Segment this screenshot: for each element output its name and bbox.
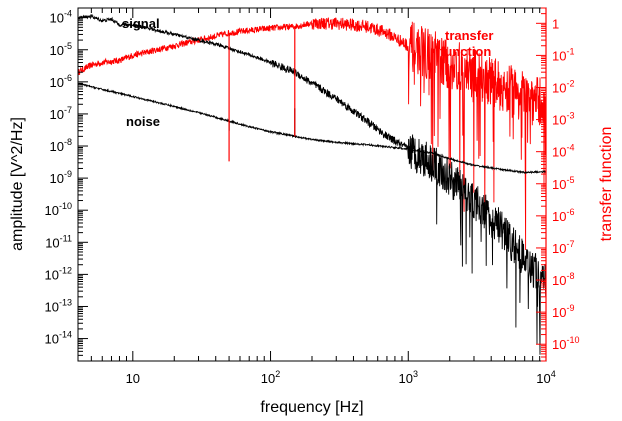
tick-label-base: 10 bbox=[552, 241, 566, 256]
y2-tick-label: 10-3 bbox=[552, 111, 574, 128]
y-tick-label: 10-12 bbox=[45, 265, 72, 282]
tick-label-exp: -4 bbox=[64, 9, 72, 19]
tick-label-base: 10 bbox=[552, 48, 566, 63]
tick-label-base: 10 bbox=[50, 75, 64, 90]
tick-label-base: 10 bbox=[552, 305, 566, 320]
y-axis: 10-410-510-610-710-810-910-1010-1110-121… bbox=[45, 7, 88, 362]
x-axis-title: frequency [Hz] bbox=[260, 399, 363, 416]
tick-label-base: 10 bbox=[552, 80, 566, 95]
tick-label-base: 10 bbox=[50, 11, 64, 26]
tick-label-base: 10 bbox=[50, 43, 64, 58]
tick-label-exp: -1 bbox=[566, 46, 574, 56]
y2-axis: 110-110-210-310-410-510-610-710-810-910-… bbox=[536, 7, 579, 362]
tick-label-base: 10 bbox=[45, 332, 59, 347]
annotation-signal: signal bbox=[122, 16, 160, 31]
x-tick-label-base: 10 bbox=[261, 371, 275, 386]
tick-label-exp: -6 bbox=[64, 73, 72, 83]
tick-label-exp: -7 bbox=[566, 239, 574, 249]
tick-label-exp: -14 bbox=[59, 330, 72, 340]
x-tick-label-base: 10 bbox=[399, 371, 413, 386]
y2-tick-label: 10-4 bbox=[552, 143, 574, 160]
tick-label-base: 10 bbox=[50, 171, 64, 186]
y-tick-label: 10-9 bbox=[50, 169, 72, 186]
series-noise bbox=[77, 82, 547, 175]
x-tick-label-exp: 4 bbox=[551, 369, 556, 379]
tick-label-exp: -10 bbox=[59, 201, 72, 211]
annotation-function: function bbox=[440, 44, 491, 59]
x-tick-label-exp: 3 bbox=[413, 369, 418, 379]
tick-label-base: 10 bbox=[552, 209, 566, 224]
tick-label-base: 10 bbox=[45, 235, 59, 250]
tick-label-base: 10 bbox=[50, 139, 64, 154]
series-transfer-function bbox=[77, 17, 547, 251]
tick-label-exp: -5 bbox=[64, 41, 72, 51]
x-tick-label: 103 bbox=[399, 369, 418, 386]
y-tick-label: 10-7 bbox=[50, 105, 72, 122]
x-tick-label-base: 10 bbox=[536, 371, 550, 386]
y-tick-label: 10-13 bbox=[45, 297, 72, 314]
x-tick-label-exp: 2 bbox=[275, 369, 280, 379]
tick-label-exp: -8 bbox=[566, 271, 574, 281]
y-tick-label: 10-11 bbox=[45, 233, 72, 250]
tick-label-base: 10 bbox=[45, 267, 59, 282]
x-tick-label-base: 10 bbox=[126, 371, 140, 386]
x-tick-label: 10 bbox=[126, 371, 140, 386]
tick-label-exp: -12 bbox=[59, 265, 72, 275]
y2-tick-label: 10-7 bbox=[552, 239, 574, 256]
tick-label-base: 10 bbox=[552, 337, 566, 352]
tick-label-exp: -11 bbox=[60, 233, 72, 243]
y2-tick-label: 1 bbox=[552, 16, 559, 31]
annotation-transfer: transfer bbox=[445, 28, 493, 43]
tick-label-exp: -9 bbox=[64, 169, 72, 179]
tick-label-base: 10 bbox=[552, 113, 566, 128]
x-tick-label: 102 bbox=[261, 369, 280, 386]
y-tick-label: 10-4 bbox=[50, 9, 72, 26]
y-tick-label: 10-14 bbox=[45, 330, 72, 347]
tick-label-base: 10 bbox=[552, 273, 566, 288]
y2-axis-title: transfer function bbox=[598, 127, 615, 242]
y-tick-label: 10-8 bbox=[50, 137, 72, 154]
tick-label-exp: -13 bbox=[59, 297, 72, 307]
tick-label-exp: -10 bbox=[566, 335, 579, 345]
tick-label-base: 10 bbox=[50, 107, 64, 122]
series-layer bbox=[77, 13, 547, 355]
y2-tick-label: 10-6 bbox=[552, 207, 574, 224]
y2-tick-label: 10-1 bbox=[552, 46, 574, 63]
y-axis-title: amplitude [V^2/Hz] bbox=[9, 117, 26, 251]
tick-label-base: 10 bbox=[552, 145, 566, 160]
y2-tick-label: 10-10 bbox=[552, 335, 579, 352]
tick-label-exp: -7 bbox=[64, 105, 72, 115]
series-signal bbox=[77, 13, 547, 355]
tick-label-base: 10 bbox=[552, 177, 566, 192]
tick-label-base: 10 bbox=[45, 299, 59, 314]
tick-label-base: 1 bbox=[552, 16, 559, 31]
y-tick-label: 10-10 bbox=[45, 201, 72, 218]
tick-label-exp: -3 bbox=[566, 111, 574, 121]
annotation-noise: noise bbox=[126, 114, 160, 129]
x-axis: 10 102 103 104 bbox=[77, 8, 556, 386]
tick-label-base: 10 bbox=[45, 203, 59, 218]
y-tick-label: 10-5 bbox=[50, 41, 72, 58]
y-tick-label: 10-6 bbox=[50, 73, 72, 90]
tick-label-exp: -5 bbox=[566, 175, 574, 185]
y2-tick-label: 10-5 bbox=[552, 175, 574, 192]
tick-label-exp: -2 bbox=[566, 78, 574, 88]
y2-tick-label: 10-9 bbox=[552, 303, 574, 320]
y2-tick-label: 10-8 bbox=[552, 271, 574, 288]
x-tick-label: 104 bbox=[536, 369, 555, 386]
tick-label-exp: -6 bbox=[566, 207, 574, 217]
tick-label-exp: -8 bbox=[64, 137, 72, 147]
y2-tick-label: 10-2 bbox=[552, 78, 574, 95]
tick-label-exp: -9 bbox=[566, 303, 574, 313]
tick-label-exp: -4 bbox=[566, 143, 574, 153]
